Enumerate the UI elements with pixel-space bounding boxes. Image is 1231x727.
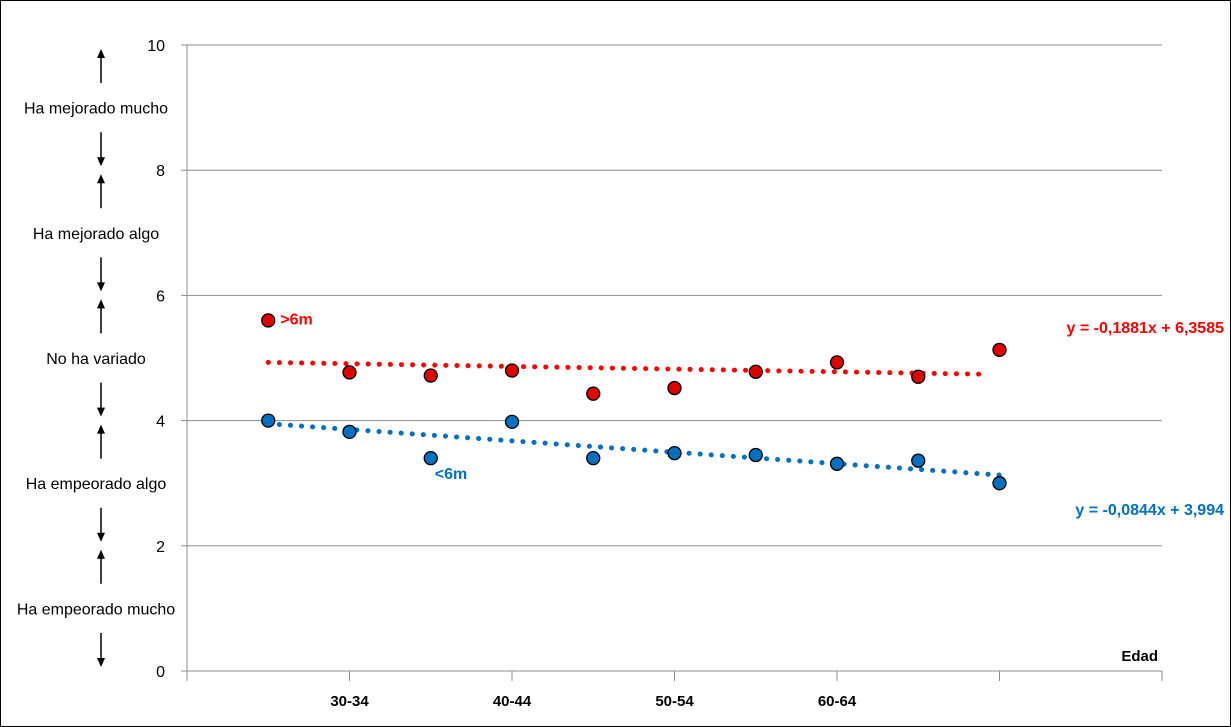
data-point: [829, 355, 845, 370]
up-arrow-head: [97, 49, 105, 58]
band-label: Ha empeorado mucho: [17, 601, 175, 618]
data-point: [748, 447, 763, 463]
data-points: [261, 313, 1007, 491]
y-tick-label: 4: [156, 414, 165, 431]
down-arrow-head: [97, 282, 105, 292]
data-point: [586, 386, 601, 401]
band-1: Ha mejorado algo: [33, 174, 159, 292]
data-point: [423, 451, 438, 466]
x-tick-label: 50-54: [655, 693, 694, 710]
x-tick-label: 30-34: [330, 693, 369, 710]
series-label-gt6m: >6m: [280, 311, 312, 328]
band-3: Ha empeorado algo: [26, 424, 167, 542]
trendline-equation-lt6m: y = -0,0844x + 3,994: [1075, 502, 1224, 519]
band-2: No ha variado: [46, 299, 146, 417]
data-point: [992, 476, 1007, 491]
data-point: [829, 456, 845, 471]
down-arrow-head: [97, 407, 105, 417]
data-point: [504, 414, 520, 430]
y-tick-label: 8: [156, 163, 165, 180]
up-arrow-head: [97, 424, 105, 434]
data-point: [911, 453, 926, 468]
x-axis-label: Edad: [1121, 648, 1158, 665]
trendline-equation-gt6m: y = -0,1881x + 6,3585: [1067, 320, 1225, 337]
series-label-lt6m: <6m: [435, 466, 467, 483]
data-point: [342, 424, 357, 440]
axes: 0 2 4 6 8 10 30-34 40-44 50-54 60-64 Edad: [147, 38, 1163, 710]
up-arrow-head: [97, 299, 105, 309]
data-point: [342, 365, 357, 380]
band-0: Ha mejorado mucho: [24, 49, 168, 167]
y-tick-label: 0: [156, 664, 165, 681]
y-tick-label: 2: [156, 539, 165, 556]
band-label: Ha mejorado algo: [33, 226, 159, 243]
data-point: [911, 369, 926, 384]
band-label: No ha variado: [46, 351, 146, 368]
trendline-1: [265, 421, 1002, 478]
trendline-0: [265, 359, 990, 377]
data-point: [261, 413, 276, 428]
data-point: [748, 364, 763, 379]
y-tick-label: 10: [147, 38, 165, 55]
data-point: [504, 363, 520, 378]
band-4: Ha empeorado mucho: [17, 549, 175, 667]
data-point: [586, 451, 601, 466]
data-point: [261, 313, 276, 328]
band-label: Ha mejorado mucho: [24, 101, 168, 118]
band-label: Ha empeorado algo: [26, 476, 167, 493]
annotations: >6m <6m y = -0,1881x + 6,3585 y = -0,0844x …: [280, 311, 1224, 519]
x-tick-label: 40-44: [493, 693, 532, 710]
down-arrow-head: [97, 532, 105, 542]
x-tick-label: 60-64: [818, 693, 857, 710]
down-arrow-head: [97, 157, 105, 167]
grid-lines: [187, 44, 1162, 547]
up-arrow-head: [97, 549, 105, 559]
data-point: [667, 380, 682, 396]
trendlines: [265, 359, 1002, 478]
up-arrow-head: [97, 174, 105, 184]
data-point: [992, 342, 1007, 358]
category-bands: Ha mejorado mucho Ha mejorado algo No ha v…: [17, 49, 175, 667]
data-point: [423, 368, 438, 383]
y-tick-label: 6: [156, 288, 165, 305]
data-point: [667, 446, 682, 461]
down-arrow-head: [97, 658, 105, 667]
